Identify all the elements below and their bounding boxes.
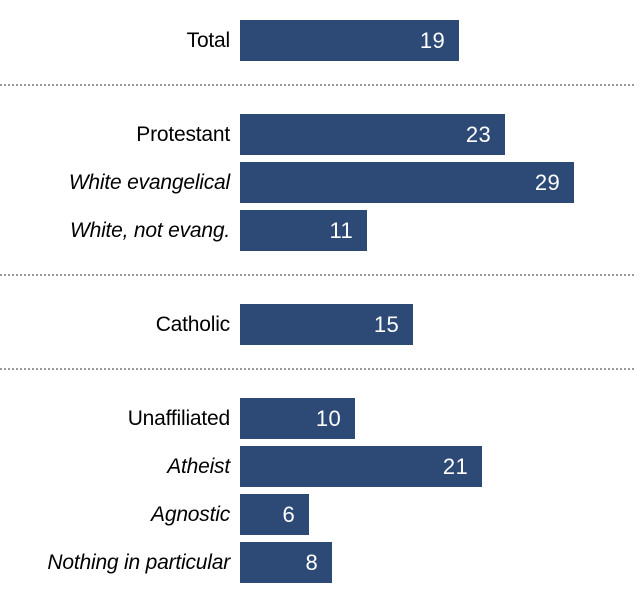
category-label: Nothing in particular xyxy=(47,550,230,574)
group-separator xyxy=(0,274,634,276)
bar: 6 xyxy=(240,494,309,535)
bar-group: Protestant 23 White evangelical 29 White… xyxy=(0,86,634,274)
group-separator xyxy=(0,368,634,370)
category-label: Atheist xyxy=(167,454,230,478)
bar-value-label: 15 xyxy=(373,311,399,337)
bar: 29 xyxy=(240,162,574,203)
bar: 21 xyxy=(240,446,482,487)
bar-value-label: 11 xyxy=(329,217,353,243)
bar-value-label: 21 xyxy=(442,453,468,479)
category-label: Protestant xyxy=(136,122,230,146)
bar-value-label: 6 xyxy=(282,501,295,527)
bar: 23 xyxy=(240,114,505,155)
bar-row: Unaffiliated 10 xyxy=(0,398,634,439)
bar: 15 xyxy=(240,304,413,345)
bar: 8 xyxy=(240,542,332,583)
bar-row: Protestant 23 xyxy=(0,114,634,155)
bar-value-label: 8 xyxy=(305,549,318,575)
bar-row: Atheist 21 xyxy=(0,446,634,487)
category-label: White evangelical xyxy=(68,170,230,194)
category-label: Agnostic xyxy=(151,502,230,526)
category-label: Total xyxy=(186,28,231,52)
category-label: Unaffiliated xyxy=(127,406,230,430)
bar-value-label: 23 xyxy=(465,121,491,147)
bar-row: White evangelical 29 xyxy=(0,162,634,203)
bar-row: Agnostic 6 xyxy=(0,494,634,535)
bar: 19 xyxy=(240,20,459,61)
bar-value-label: 19 xyxy=(419,27,445,53)
group-separator xyxy=(0,84,634,86)
bar-group: Catholic 15 xyxy=(0,276,634,368)
category-label: Catholic xyxy=(155,312,230,336)
bar-value-label: 10 xyxy=(315,405,341,431)
bar-row: Catholic 15 xyxy=(0,304,634,345)
bar-row: Total 19 xyxy=(0,20,634,61)
bar-group: Unaffiliated 10 Atheist 21 Agnostic 6 No… xyxy=(0,370,634,606)
bar: 10 xyxy=(240,398,355,439)
bar-value-label: 29 xyxy=(534,169,560,195)
category-label: White, not evang. xyxy=(69,218,230,242)
bar-row: White, not evang. 11 xyxy=(0,210,634,251)
bar-group: Total 19 xyxy=(0,20,634,84)
bar: 11 xyxy=(240,210,367,251)
bar-row: Nothing in particular 8 xyxy=(0,542,634,583)
